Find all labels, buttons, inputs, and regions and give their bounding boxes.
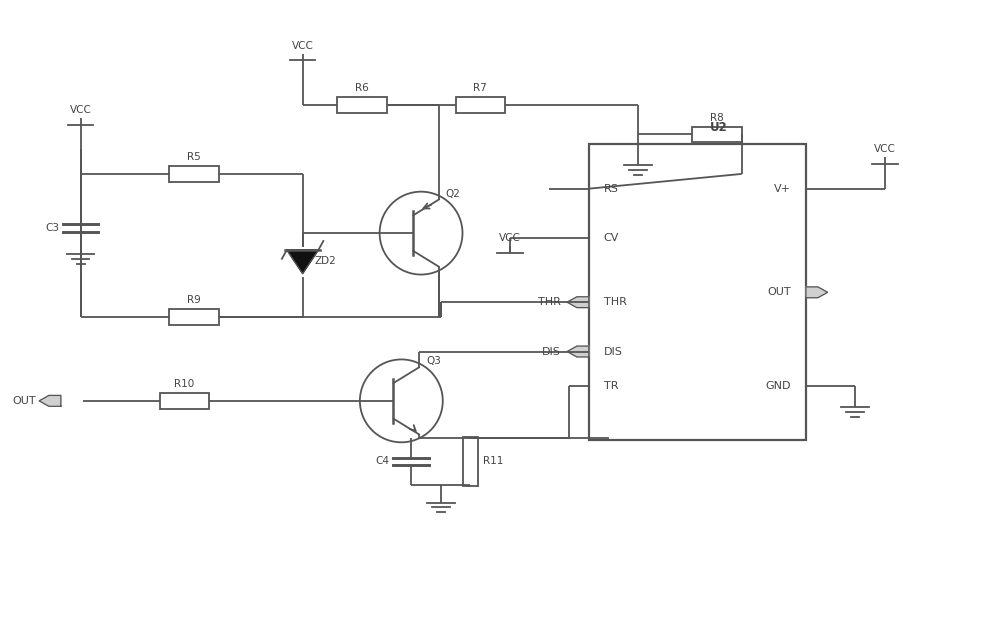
Text: VCC: VCC <box>292 40 314 51</box>
Text: CV: CV <box>604 233 619 243</box>
Text: C4: C4 <box>375 456 389 466</box>
Text: R7: R7 <box>473 83 487 93</box>
Text: Q2: Q2 <box>446 188 461 198</box>
Text: THR: THR <box>604 297 626 307</box>
Text: DIS: DIS <box>542 346 561 356</box>
Bar <box>589 144 806 441</box>
Bar <box>692 126 742 142</box>
Text: VCC: VCC <box>70 105 92 114</box>
Text: R6: R6 <box>355 83 369 93</box>
Polygon shape <box>567 346 589 357</box>
Text: VCC: VCC <box>499 233 521 243</box>
Text: R9: R9 <box>187 295 201 305</box>
Bar <box>169 166 219 182</box>
Text: RS: RS <box>604 184 618 193</box>
Text: R10: R10 <box>174 379 194 389</box>
Text: V+: V+ <box>774 184 791 193</box>
Polygon shape <box>567 297 589 308</box>
Text: U2: U2 <box>710 121 728 135</box>
Text: TR: TR <box>604 381 618 391</box>
Polygon shape <box>39 396 61 406</box>
Text: VCC: VCC <box>874 144 896 154</box>
Polygon shape <box>806 287 828 298</box>
Bar <box>160 393 209 409</box>
Bar <box>169 309 219 325</box>
Text: R8: R8 <box>710 112 724 123</box>
Text: OUT: OUT <box>767 288 791 297</box>
Text: R5: R5 <box>187 152 201 162</box>
Text: R11: R11 <box>483 456 504 466</box>
Text: C3: C3 <box>45 223 59 233</box>
Polygon shape <box>287 250 318 274</box>
Text: Q3: Q3 <box>426 356 441 367</box>
Text: OUT: OUT <box>13 396 36 406</box>
Text: THR: THR <box>538 297 561 307</box>
Bar <box>456 97 505 112</box>
Bar <box>463 437 478 486</box>
Bar <box>337 97 387 112</box>
Text: ZD2: ZD2 <box>314 256 336 265</box>
Text: GND: GND <box>766 381 791 391</box>
Text: DIS: DIS <box>604 346 622 356</box>
